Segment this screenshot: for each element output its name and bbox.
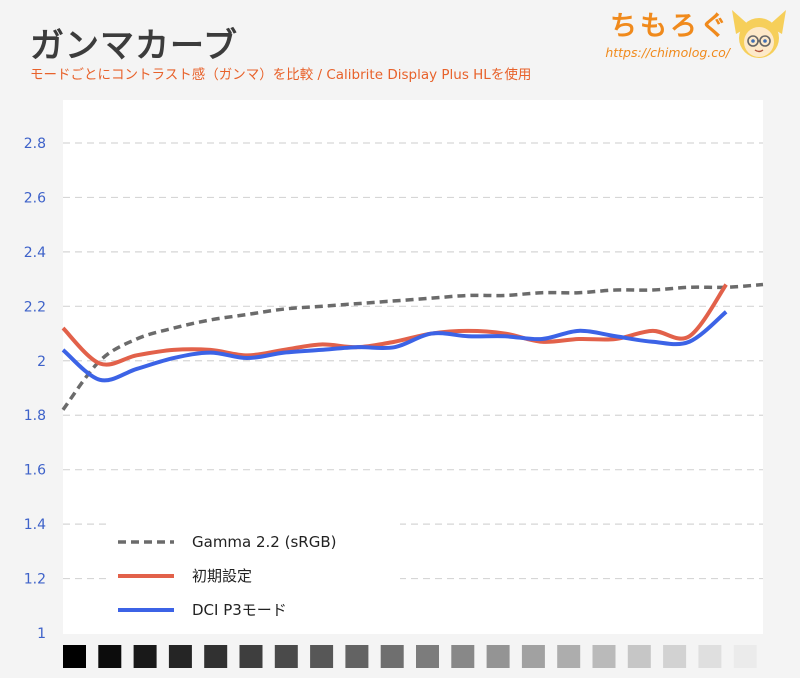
grayscale-swatch	[733, 645, 757, 668]
y-tick-label: 1.2	[24, 572, 46, 588]
grayscale-swatch	[98, 645, 122, 668]
grayscale-swatch	[486, 645, 510, 668]
grayscale-swatch	[239, 645, 263, 668]
grayscale-swatch	[380, 645, 404, 668]
grayscale-swatch	[521, 645, 545, 668]
y-tick-label: 2.2	[24, 299, 46, 315]
grayscale-swatch	[451, 645, 475, 668]
brand-name: ちもろぐ	[610, 11, 730, 42]
legend-label: Gamma 2.2 (sRGB)	[192, 533, 336, 551]
y-tick-label: 1	[37, 626, 46, 642]
grayscale-swatch	[204, 645, 228, 668]
series-line-1	[61, 283, 728, 367]
y-tick-label: 2.8	[24, 136, 46, 152]
grayscale-swatch	[63, 645, 86, 668]
brand-block: ちもろぐ https://chimolog.co/	[605, 4, 730, 60]
legend: Gamma 2.2 (sRGB) 初期設定 DCI P3モード	[118, 533, 336, 619]
y-tick-label: 1.4	[24, 517, 46, 533]
grayscale-swatch	[557, 645, 581, 668]
grayscale-swatch	[663, 645, 687, 668]
y-tick-label: 2	[37, 354, 46, 370]
grayscale-swatch	[133, 645, 157, 668]
gridlines	[63, 142, 763, 580]
series-line-2	[61, 310, 728, 383]
grayscale-swatch	[345, 645, 369, 668]
y-tick-labels: 1 1.2 1.4 1.6 1.8 2 2.2 2.4 2.6 2.8	[24, 136, 46, 642]
series-line-0	[61, 282, 764, 411]
page-title: ガンマカーブ	[30, 26, 238, 66]
legend-label: 初期設定	[192, 567, 252, 585]
grayscale-swatch	[168, 645, 192, 668]
page-subtitle: モードごとにコントラスト感（ガンマ）を比較 / Calibrite Displa…	[30, 67, 532, 83]
series-lines	[61, 282, 764, 411]
y-tick-label: 1.6	[24, 463, 46, 479]
grayscale-swatch	[592, 645, 616, 668]
mascot-icon	[732, 10, 786, 58]
y-tick-label: 2.4	[24, 245, 46, 261]
y-tick-label: 1.8	[24, 408, 46, 424]
brand-url[interactable]: https://chimolog.co/	[605, 45, 730, 60]
grayscale-swatches	[63, 645, 757, 668]
grayscale-swatch	[698, 645, 722, 668]
y-tick-label: 2.6	[24, 190, 46, 206]
grayscale-swatch	[627, 645, 651, 668]
legend-label: DCI P3モード	[192, 601, 287, 619]
grayscale-swatch	[310, 645, 334, 668]
grayscale-swatch	[274, 645, 298, 668]
grayscale-swatch	[416, 645, 439, 668]
